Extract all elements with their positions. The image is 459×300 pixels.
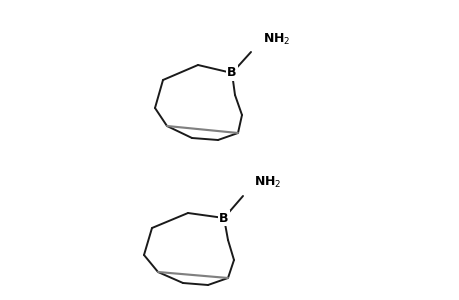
Text: B: B	[219, 212, 228, 224]
Text: NH$_2$: NH$_2$	[263, 32, 290, 46]
Text: NH$_2$: NH$_2$	[253, 174, 280, 190]
Text: B: B	[227, 67, 236, 80]
